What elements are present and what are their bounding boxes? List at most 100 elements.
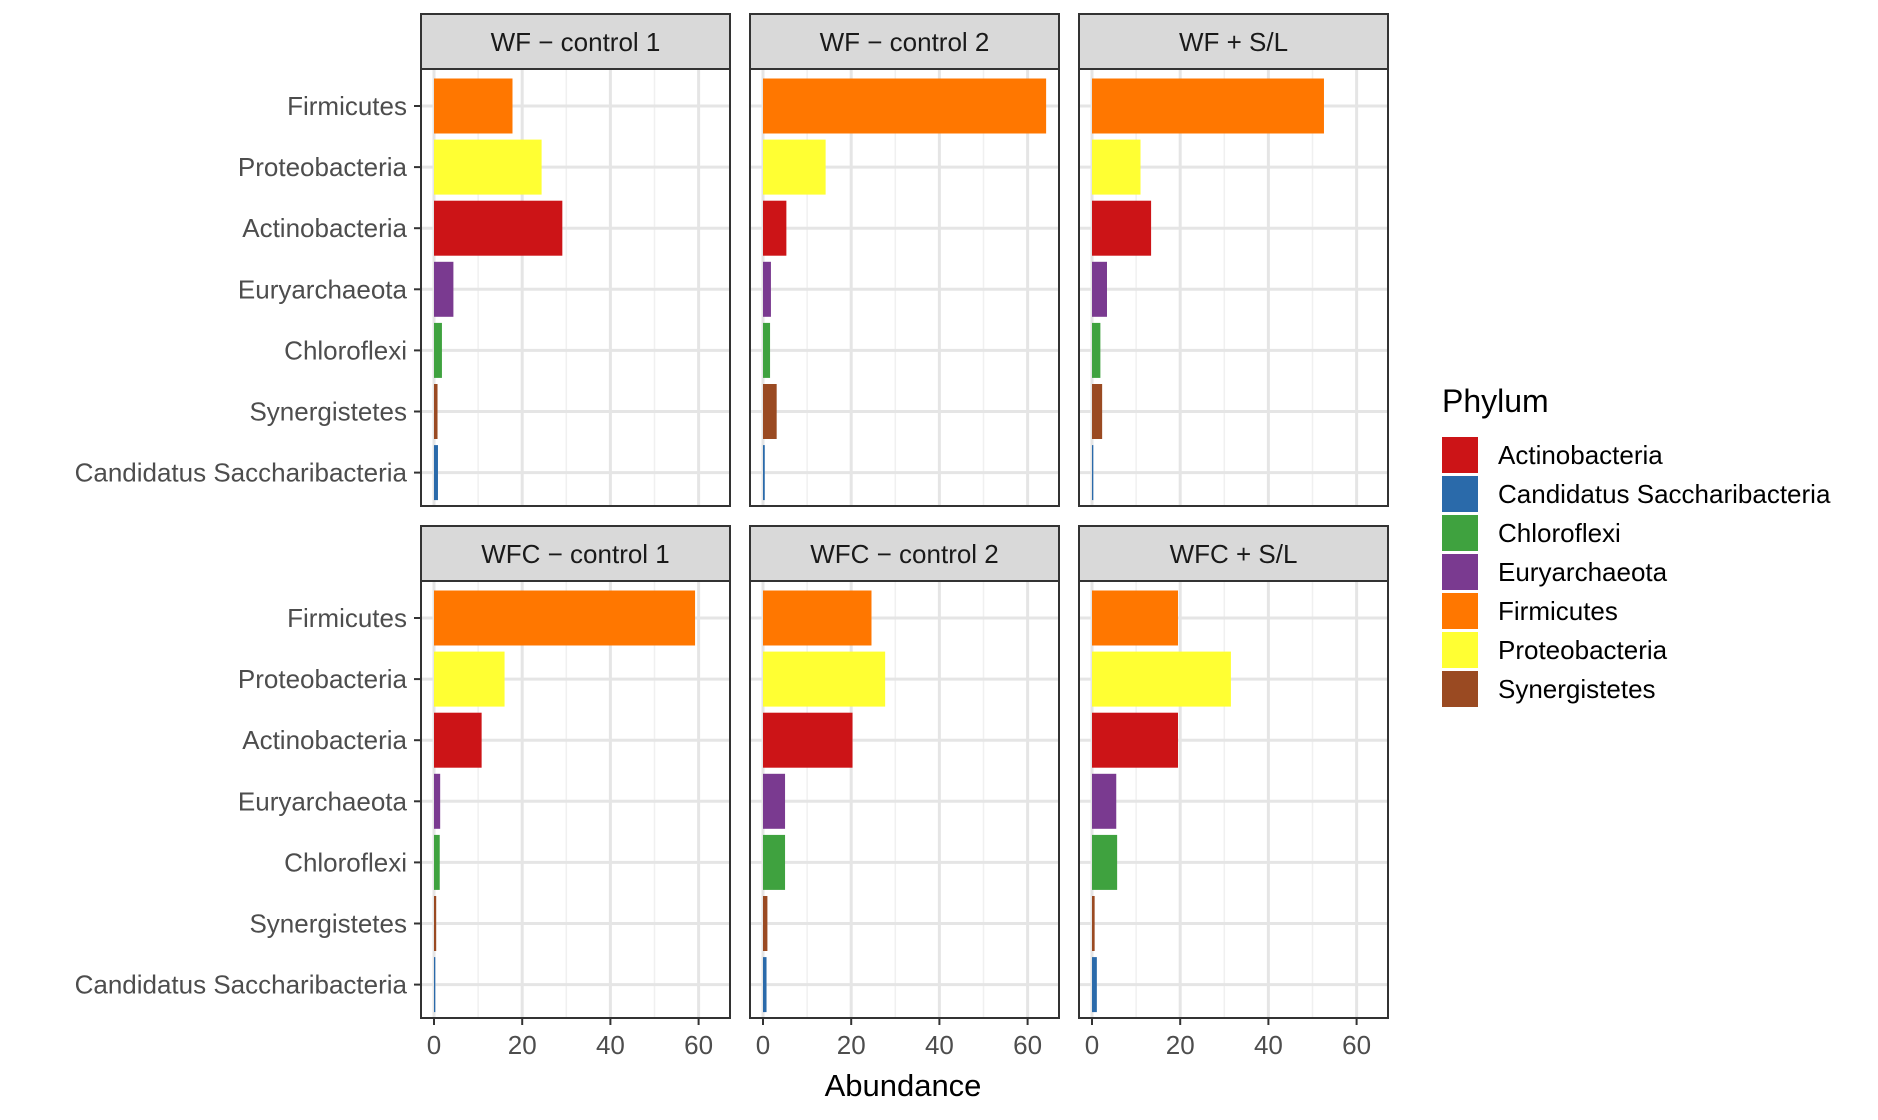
panel-background: [421, 69, 730, 506]
x-tick-label: 60: [684, 1030, 713, 1060]
y-tick-label: Actinobacteria: [242, 213, 407, 243]
x-tick-label: 0: [756, 1030, 770, 1060]
y-tick-label: Proteobacteria: [238, 664, 408, 694]
legend-label: Proteobacteria: [1498, 635, 1668, 665]
bar-proteobacteria: [763, 651, 886, 707]
bar-chloroflexi: [1092, 322, 1101, 378]
panel-5: WFC − control 2 0 20 40 60: [749, 525, 1060, 1060]
y-tick-label: Chloroflexi: [284, 847, 407, 877]
y-tick-label: Synergistetes: [249, 909, 407, 939]
bar-synergistetes: [434, 384, 438, 439]
y-tick-label: Euryarchaeota: [238, 274, 408, 304]
panel-strip: [1078, 525, 1389, 582]
legend-label: Synergistetes: [1498, 674, 1656, 704]
bar-firmicutes: [434, 78, 513, 134]
bar-euryarchaeota: [1092, 773, 1117, 829]
panel-title: WFC − control 2: [810, 539, 999, 569]
bar-euryarchaeota: [763, 261, 771, 317]
bar-firmicutes: [434, 590, 696, 646]
x-tick-label: 20: [508, 1030, 537, 1060]
x-tick-label: 40: [1254, 1030, 1283, 1060]
bar-firmicutes: [763, 78, 1047, 134]
bar-chloroflexi: [763, 834, 786, 890]
y-tick-label: Candidatus Saccharibacteria: [75, 458, 408, 488]
panel-title: WFC − control 1: [481, 539, 670, 569]
legend-label: Candidatus Saccharibacteria: [1498, 479, 1831, 509]
panel-background: [750, 581, 1059, 1018]
panel-title: WFC + S/L: [1170, 539, 1298, 569]
legend-label: Euryarchaeota: [1498, 557, 1668, 587]
legend-item-euryarchaeota: Euryarchaeota: [1442, 554, 1668, 590]
bar-chloroflexi: [1092, 834, 1118, 890]
bar-proteobacteria: [1092, 651, 1231, 707]
bar-candidatus-saccharibacteria: [1092, 957, 1097, 1013]
bar-euryarchaeota: [1092, 261, 1107, 317]
panel-background: [1079, 581, 1388, 1018]
bar-chloroflexi: [434, 322, 442, 378]
bar-candidatus-saccharibacteria: [434, 957, 436, 1013]
panel-border: [749, 580, 1060, 1019]
bar-euryarchaeota: [434, 261, 454, 317]
panel-border: [420, 580, 731, 1019]
x-axis-title: Abundance: [825, 1068, 982, 1103]
bar-actinobacteria: [434, 712, 482, 768]
bar-candidatus-saccharibacteria: [763, 957, 767, 1013]
panel-6: WFC + S/L 0 20 40 60: [1078, 525, 1389, 1060]
panel-strip: [420, 13, 731, 70]
panel-title: WF − control 1: [491, 27, 661, 57]
bar-synergistetes: [763, 384, 777, 439]
bar-actinobacteria: [763, 200, 787, 256]
legend-item-firmicutes: Firmicutes: [1442, 593, 1618, 629]
legend-label: Actinobacteria: [1498, 440, 1663, 470]
x-tick-label: 20: [837, 1030, 866, 1060]
panel-border: [420, 68, 731, 507]
x-tick-label: 40: [925, 1030, 954, 1060]
bar-proteobacteria: [763, 139, 826, 195]
bar-firmicutes: [1092, 78, 1324, 134]
legend-item-proteobacteria: Proteobacteria: [1442, 632, 1668, 668]
bar-firmicutes: [763, 590, 872, 646]
bar-candidatus-saccharibacteria: [434, 445, 438, 501]
x-tick-label: 0: [1085, 1030, 1099, 1060]
legend-key: [1442, 476, 1478, 512]
bar-euryarchaeota: [763, 773, 786, 829]
panel-background: [421, 581, 730, 1018]
y-tick-label: Proteobacteria: [238, 152, 408, 182]
legend-item-candidatus-saccharibacteria: Candidatus Saccharibacteria: [1442, 476, 1831, 512]
bar-candidatus-saccharibacteria: [763, 445, 765, 501]
legend-key: [1442, 593, 1478, 629]
bar-candidatus-saccharibacteria: [1092, 445, 1094, 501]
bar-synergistetes: [1092, 896, 1095, 951]
bar-synergistetes: [434, 896, 437, 951]
panel-title: WF − control 2: [820, 27, 990, 57]
legend-item-synergistetes: Synergistetes: [1442, 671, 1656, 707]
bar-chloroflexi: [434, 834, 440, 890]
y-tick-label: Euryarchaeota: [238, 786, 408, 816]
bar-euryarchaeota: [434, 773, 441, 829]
legend-key: [1442, 632, 1478, 668]
bar-actinobacteria: [1092, 712, 1178, 768]
bar-actinobacteria: [763, 712, 853, 768]
x-tick-label: 20: [1166, 1030, 1195, 1060]
bar-firmicutes: [1092, 590, 1178, 646]
panel-title: WF + S/L: [1179, 27, 1288, 57]
panel-strip: [749, 525, 1060, 582]
bar-actinobacteria: [1092, 200, 1152, 256]
panel-border: [749, 68, 1060, 507]
bar-proteobacteria: [1092, 139, 1141, 195]
y-tick-label: Firmicutes: [287, 603, 407, 633]
panel-4: WFC − control 1 Firmicutes Proteobacteria A…: [75, 525, 731, 1060]
bar-chloroflexi: [763, 322, 771, 378]
y-tick-label: Actinobacteria: [242, 725, 407, 755]
panel-3: WF + S/L: [1078, 13, 1389, 507]
bar-proteobacteria: [434, 651, 505, 707]
legend-key: [1442, 515, 1478, 551]
y-tick-label: Candidatus Saccharibacteria: [75, 970, 408, 1000]
panels-layer: WF − control 1 Firmicutes Proteobacteria Ac…: [75, 13, 1389, 1060]
legend: Phylum Actinobacteria Candidatus Sacchari…: [1442, 383, 1831, 707]
bar-synergistetes: [763, 896, 768, 951]
legend-key: [1442, 554, 1478, 590]
panel-border: [1078, 68, 1389, 507]
x-tick-label: 40: [596, 1030, 625, 1060]
